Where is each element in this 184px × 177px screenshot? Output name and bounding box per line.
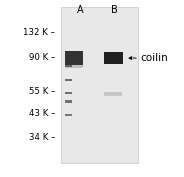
Bar	[65, 64, 83, 68]
Text: 43 K –: 43 K –	[29, 109, 55, 118]
Bar	[104, 52, 123, 64]
Text: 34 K –: 34 K –	[29, 133, 55, 142]
Text: B: B	[111, 5, 117, 15]
Bar	[65, 92, 72, 94]
Text: 90 K –: 90 K –	[29, 53, 55, 62]
Text: coilin: coilin	[140, 53, 168, 63]
Text: A: A	[77, 5, 83, 15]
Bar	[104, 92, 122, 96]
Text: 55 K –: 55 K –	[29, 87, 55, 96]
Bar	[61, 7, 138, 163]
Bar	[65, 79, 72, 81]
Bar	[65, 65, 72, 67]
Bar	[65, 51, 83, 65]
Bar	[65, 100, 72, 103]
Bar	[65, 114, 72, 116]
Text: 132 K –: 132 K –	[23, 28, 55, 37]
